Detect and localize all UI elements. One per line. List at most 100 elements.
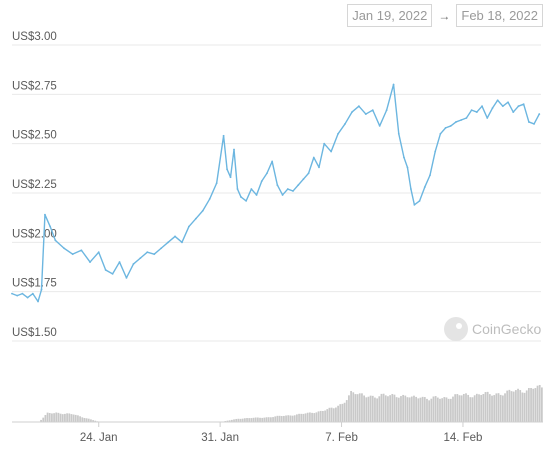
price-point[interactable] (465, 117, 468, 119)
price-point[interactable] (385, 109, 388, 112)
price-point[interactable] (496, 99, 499, 102)
price-point[interactable] (491, 107, 494, 110)
price-point[interactable] (215, 182, 218, 185)
price-point[interactable] (475, 111, 478, 113)
price-point[interactable] (439, 132, 442, 135)
price-point[interactable] (188, 225, 190, 228)
price-point[interactable] (276, 184, 279, 187)
price-point[interactable] (250, 188, 253, 190)
price-point[interactable] (364, 113, 367, 115)
price-point[interactable] (54, 239, 57, 242)
price-point[interactable] (194, 217, 197, 220)
price-point[interactable] (31, 292, 34, 295)
price-point[interactable] (486, 117, 489, 119)
price-point[interactable] (80, 249, 83, 252)
price-point[interactable] (167, 241, 169, 244)
price-point[interactable] (49, 225, 52, 228)
price-point[interactable] (160, 247, 163, 250)
price-point[interactable] (444, 126, 447, 129)
price-point[interactable] (330, 150, 333, 153)
price-point[interactable] (455, 121, 457, 123)
price-point[interactable] (423, 186, 426, 188)
price-point[interactable] (16, 294, 19, 297)
price-point[interactable] (226, 168, 228, 171)
price-point[interactable] (118, 261, 121, 263)
x-tick-label: 31. Jan (201, 432, 239, 444)
price-point[interactable] (378, 125, 381, 127)
price-point[interactable] (403, 156, 405, 159)
price-point[interactable] (512, 111, 515, 113)
price-point[interactable] (429, 174, 431, 177)
price-point[interactable] (139, 257, 142, 260)
price-point[interactable] (44, 213, 46, 216)
price-point[interactable] (434, 150, 437, 153)
price-point[interactable] (97, 251, 100, 254)
price-point[interactable] (418, 199, 421, 202)
price-point[interactable] (146, 251, 149, 254)
price-point[interactable] (132, 263, 135, 265)
price-point[interactable] (460, 119, 463, 121)
price-point[interactable] (413, 203, 416, 206)
price-point[interactable] (271, 160, 274, 163)
price-point[interactable] (208, 198, 211, 200)
price-point[interactable] (501, 105, 504, 108)
price-point[interactable] (517, 105, 520, 108)
price-point[interactable] (89, 261, 91, 263)
price-point[interactable] (302, 178, 305, 181)
price-point[interactable] (507, 101, 509, 104)
price-point[interactable] (240, 196, 242, 198)
price-point[interactable] (26, 296, 29, 299)
price-point[interactable] (111, 273, 114, 275)
volume-bar (484, 392, 487, 422)
price-point[interactable] (229, 176, 232, 179)
price-point[interactable] (318, 166, 320, 169)
price-point[interactable] (153, 253, 156, 256)
price-point[interactable] (307, 172, 310, 175)
price-point[interactable] (125, 276, 128, 279)
price-point[interactable] (71, 253, 74, 256)
price-point[interactable] (449, 125, 452, 127)
price-point[interactable] (181, 241, 183, 244)
price-point[interactable] (11, 292, 13, 295)
price-point[interactable] (312, 156, 315, 159)
price-point[interactable] (470, 109, 473, 112)
price-point[interactable] (297, 184, 300, 187)
price-point[interactable] (337, 132, 339, 135)
price-point[interactable] (406, 166, 409, 169)
price-point[interactable] (323, 142, 326, 145)
price-point[interactable] (104, 269, 107, 271)
price-point[interactable] (222, 134, 225, 137)
price-point[interactable] (410, 188, 412, 190)
price-point[interactable] (533, 123, 535, 125)
price-point[interactable] (351, 111, 353, 113)
price-point[interactable] (292, 190, 294, 192)
date-to-input[interactable]: Feb 18, 2022 (456, 4, 543, 27)
price-point[interactable] (357, 105, 360, 108)
price-point[interactable] (21, 292, 24, 295)
price-point[interactable] (37, 300, 39, 303)
price-point[interactable] (397, 132, 400, 135)
date-from-input[interactable]: Jan 19, 2022 (347, 4, 433, 27)
price-point[interactable] (40, 288, 43, 291)
price-point[interactable] (392, 83, 395, 86)
price-point[interactable] (527, 121, 530, 123)
volume-bar (64, 413, 66, 422)
price-point[interactable] (174, 235, 176, 238)
price-point[interactable] (266, 172, 268, 175)
price-point[interactable] (344, 123, 346, 125)
price-point[interactable] (522, 103, 525, 106)
price-point[interactable] (255, 194, 258, 196)
gecko-logo-icon (444, 317, 468, 341)
price-point[interactable] (245, 199, 248, 202)
price-point[interactable] (481, 105, 483, 108)
price-point[interactable] (201, 209, 204, 212)
price-point[interactable] (538, 113, 541, 115)
price-point[interactable] (281, 194, 284, 196)
price-point[interactable] (236, 188, 239, 190)
price-point[interactable] (63, 247, 65, 250)
price-point[interactable] (260, 180, 263, 183)
price-point[interactable] (286, 188, 289, 190)
price-point[interactable] (233, 148, 235, 151)
price-point[interactable] (371, 109, 374, 112)
